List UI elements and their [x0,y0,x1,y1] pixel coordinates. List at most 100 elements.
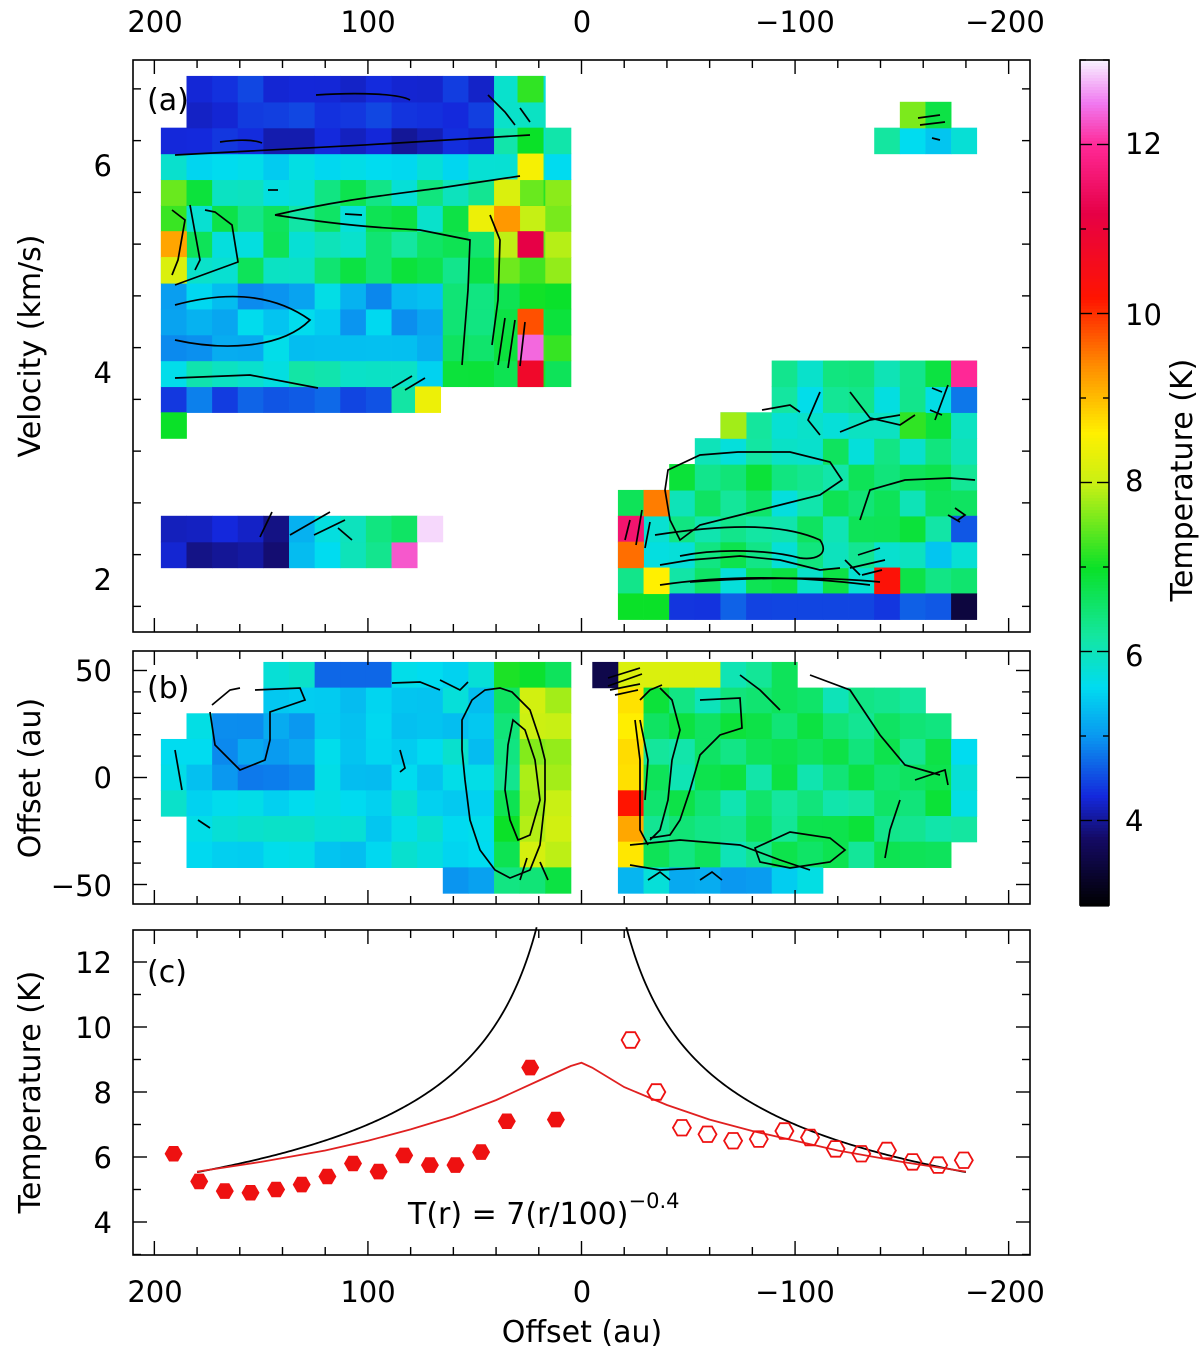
colorbar-swatch [1080,675,1109,679]
colorbar-swatch [1080,663,1109,667]
heatmap-cell [442,282,469,310]
filled-data-point [369,1163,388,1180]
colorbar-swatch [1080,771,1109,775]
heatmap-cell [365,75,392,103]
colorbar-swatch [1080,603,1109,607]
heatmap-cell [186,713,213,740]
heatmap-cell [494,661,521,689]
colorbar-swatch [1080,282,1109,286]
heatmap-cell [899,687,926,714]
colorbar-swatch [1080,153,1109,157]
heatmap-cell [899,360,926,388]
heatmap-cell [822,541,849,569]
heatmap-cell [517,153,544,181]
colorbar-swatch [1080,180,1109,184]
heatmap-cell [899,713,926,740]
heatmap-cell [415,386,442,413]
heatmap-cell [212,541,239,569]
panel-b-heatmap [160,661,978,894]
open-data-point [851,1145,872,1163]
heatmap-cell [494,841,521,868]
heatmap-cell [365,282,392,310]
heatmap-cell [822,764,849,791]
heatmap-cell [417,101,444,129]
heatmap-cell [365,179,392,206]
heatmap-cell [848,790,875,817]
heatmap-cell [186,101,213,129]
heatmap-cell [669,687,696,714]
filled-data-point [164,1146,183,1162]
heatmap-cell [314,101,341,129]
colorbar-swatch [1080,792,1109,796]
heatmap-cell [848,687,875,714]
heatmap-cell [365,541,392,569]
heatmap-cell [263,153,290,181]
heatmap-cell [289,841,316,868]
colorbar-swatch [1080,795,1109,799]
heatmap-cell [160,738,187,766]
heatmap-cell [289,127,316,155]
heatmap-cell [643,661,670,689]
heatmap-cell [289,75,316,103]
heatmap-cell [340,282,367,310]
colorbar-swatch [1080,651,1109,655]
heatmap-cell [494,153,521,181]
heatmap-cell [899,489,926,517]
colorbar-swatch [1080,888,1109,892]
heatmap-cell [925,713,952,740]
colorbar-swatch [1080,420,1109,424]
heatmap-cell [617,713,644,740]
heatmap-cell [848,360,875,388]
colorbar-swatch [1080,609,1109,613]
heatmap-cell [417,515,444,543]
heatmap-cell [694,541,721,569]
heatmap-cell [822,412,849,439]
heatmap-cell [746,713,773,740]
colorbar-swatch [1080,702,1109,706]
heatmap-cell [951,593,978,620]
heatmap-cell [468,661,495,689]
colorbar-swatch [1080,309,1109,313]
colorbar-swatch [1080,144,1109,148]
colorbar-swatch [1080,657,1109,661]
filled-data-point [318,1168,337,1185]
heatmap-cell [771,687,798,714]
open-data-point [928,1156,949,1174]
colorbar-swatch [1080,612,1109,616]
heatmap-cell [874,515,901,543]
bottom-tick-label: −100 [755,1275,835,1309]
colorbar-swatch [1080,300,1109,304]
colorbar-swatch [1080,531,1109,535]
colorbar-swatch [1080,552,1109,556]
heatmap-cell [899,515,926,543]
heatmap-cell [365,764,392,791]
panel-b-contours [174,667,949,881]
heatmap-cell [212,386,239,413]
colorbar-swatch [1080,219,1109,223]
panel-a-contours [171,92,976,586]
heatmap-cell [797,489,824,517]
colorbar-swatch [1080,858,1109,862]
colorbar-swatch [1080,159,1109,163]
colorbar-swatch [1080,825,1109,829]
colorbar-swatch [1080,900,1109,904]
heatmap-cell [468,153,495,181]
heatmap-cell [417,205,444,232]
colorbar-swatch [1080,831,1109,835]
heatmap-cell [212,816,239,843]
heatmap-cell [494,816,521,843]
heatmap-cell [797,386,824,413]
heatmap-cell [874,567,901,595]
heatmap-cell [391,101,418,129]
top-tick-label: −200 [965,5,1045,39]
heatmap-cell [694,841,721,868]
heatmap-cell [746,593,773,620]
heatmap-cell [720,790,747,817]
colorbar-swatch [1080,69,1109,73]
heatmap-cell [694,687,721,714]
colorbar-swatch [1080,234,1109,238]
filled-data-point [292,1176,311,1193]
heatmap-cell [314,764,341,791]
colorbar-swatch [1080,654,1109,658]
heatmap-cell [720,464,747,491]
